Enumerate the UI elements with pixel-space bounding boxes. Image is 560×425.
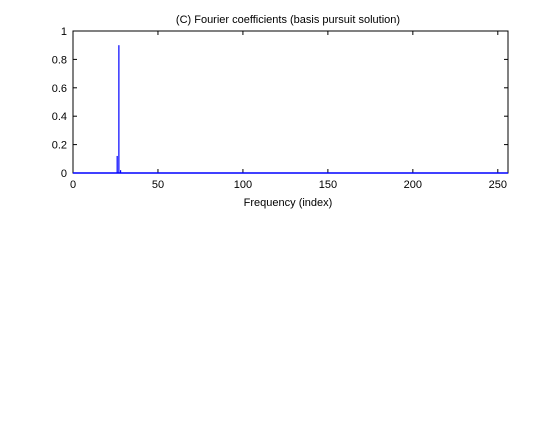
x-tick-label: 100 <box>234 179 252 191</box>
y-tick-label: 1 <box>61 26 67 38</box>
data-series <box>73 45 508 174</box>
chart-title: (C) Fourier coefficients (basis pursuit … <box>176 14 400 26</box>
x-tick-label: 50 <box>152 179 164 191</box>
y-tick-label: 0.2 <box>52 140 67 152</box>
x-tick-label: 200 <box>404 179 422 191</box>
y-tick-label: 0 <box>61 168 67 180</box>
x-tick-label: 0 <box>70 179 76 191</box>
axis-ticks: 0 50 100 150 200 250 0 0.2 0.4 0.6 0.8 1 <box>52 26 508 191</box>
y-tick-label: 0.8 <box>52 54 67 66</box>
y-tick-label: 0.6 <box>52 83 67 95</box>
x-axis-label: Frequency (index) <box>244 197 333 209</box>
x-tick-label: 150 <box>319 179 337 191</box>
plot-area <box>72 30 509 174</box>
y-tick-label: 0.4 <box>52 111 67 123</box>
x-tick-label: 250 <box>489 179 507 191</box>
